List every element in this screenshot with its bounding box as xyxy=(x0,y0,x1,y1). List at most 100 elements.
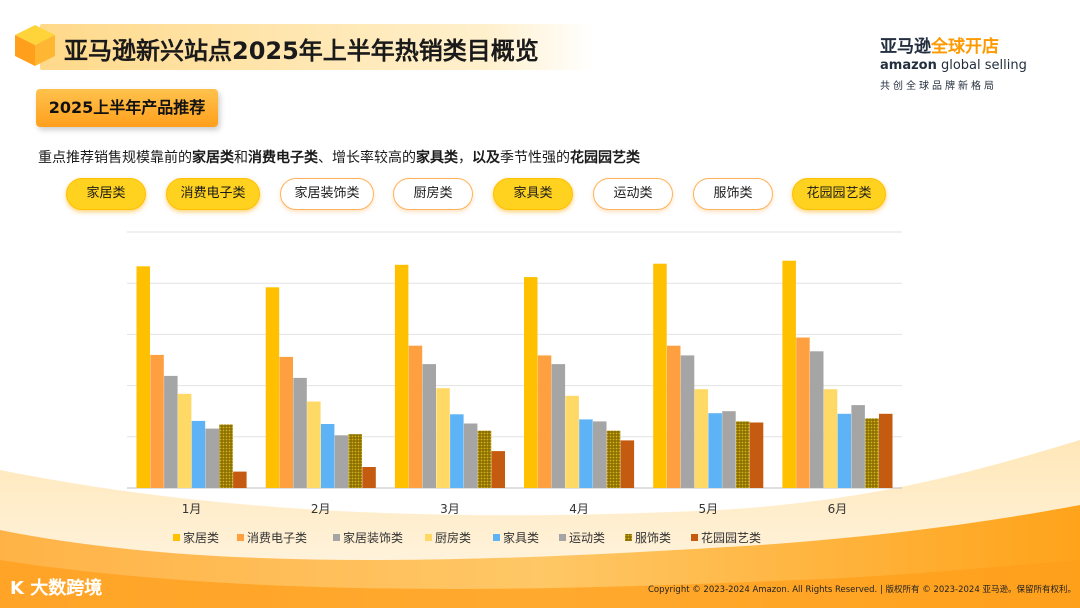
legend-label: 厨房类 xyxy=(435,530,471,545)
bar xyxy=(205,428,219,488)
bar xyxy=(620,440,635,488)
pill-electronics[interactable]: 消费电子类 xyxy=(166,178,260,210)
legend-label: 家居类 xyxy=(183,530,219,545)
desc-text-2: 和 xyxy=(234,150,248,166)
x-tick-label: 2月 xyxy=(311,502,331,516)
page-title: 亚马逊新兴站点2025年上半年热销类目概览 xyxy=(64,37,539,65)
bar xyxy=(177,393,192,488)
legend-swatch xyxy=(237,534,244,541)
pill-sports[interactable]: 运动类 xyxy=(593,178,673,210)
bar xyxy=(320,424,335,488)
bar xyxy=(219,424,233,488)
legend-label: 运动类 xyxy=(569,531,605,545)
legend-label: 家具类 xyxy=(503,530,539,545)
bar xyxy=(879,413,893,488)
desc-text-3: 、增长率较高的 xyxy=(318,150,416,166)
x-tick-label: 6月 xyxy=(828,502,848,516)
bar xyxy=(307,401,321,488)
legend-label: 家居装饰类 xyxy=(343,530,403,545)
bar xyxy=(477,430,492,488)
bar xyxy=(436,388,450,488)
bar xyxy=(667,345,681,488)
cube-icon xyxy=(15,25,55,66)
legend-label: 消费电子类 xyxy=(247,531,307,545)
legend-swatch xyxy=(691,534,698,541)
legend-swatch xyxy=(425,534,432,541)
desc-text-4: ， xyxy=(458,150,472,166)
legend-swatch xyxy=(173,534,180,541)
bar xyxy=(191,420,206,488)
desc-bold-2: 消费电子类 xyxy=(248,150,318,166)
bar xyxy=(810,351,824,488)
bar xyxy=(823,389,838,488)
footer-brand-text: 大数跨境 xyxy=(30,578,103,599)
bar xyxy=(606,430,621,488)
bar xyxy=(362,467,376,488)
pill-garden[interactable]: 花园园艺类 xyxy=(792,178,886,210)
pill-kitchen[interactable]: 厨房类 xyxy=(393,178,473,210)
bar xyxy=(565,395,579,488)
subtitle-box: 2025上半年产品推荐 xyxy=(36,89,218,127)
bar xyxy=(334,435,349,488)
bar xyxy=(136,266,150,488)
x-tick-label: 1月 xyxy=(182,502,202,516)
chart-gridlines xyxy=(127,231,902,489)
pill-furniture[interactable]: 家具类 xyxy=(493,178,573,210)
pill-home-decor[interactable]: 家居装饰类 xyxy=(280,178,374,210)
chart-bars xyxy=(136,260,893,488)
chart-legend: 家居类 消费电子类 家居装饰类 厨房类 家具类 运动类 服饰类 花园园艺类 xyxy=(173,530,761,545)
bar xyxy=(265,287,280,488)
bar xyxy=(782,260,796,488)
bar xyxy=(463,423,478,488)
bar xyxy=(653,263,667,488)
legend-swatch xyxy=(493,534,500,541)
logo-en-rest: global selling xyxy=(936,58,1027,73)
bar xyxy=(851,405,865,488)
desc-bold-3: 家具类 xyxy=(416,150,458,166)
bar xyxy=(579,419,593,488)
bar xyxy=(394,264,409,488)
bar xyxy=(708,413,722,488)
copyright: Copyright © 2023-2024 Amazon. All Rights… xyxy=(648,585,1076,595)
legend-swatch xyxy=(333,534,340,541)
bar xyxy=(796,337,810,488)
desc-bold-4: 以及 xyxy=(472,150,500,166)
pill-home[interactable]: 家居类 xyxy=(66,178,146,210)
bar xyxy=(150,354,164,488)
bar xyxy=(408,345,423,488)
logo-en: amazon global selling xyxy=(880,58,1040,73)
legend-swatch xyxy=(625,534,632,541)
bar xyxy=(293,377,307,488)
legend-label: 花园园艺类 xyxy=(701,530,761,545)
desc-text-1: 重点推荐销售规模靠前的 xyxy=(38,150,192,166)
desc-text-5: 季节性强的 xyxy=(500,150,570,166)
legend-swatch xyxy=(559,534,566,541)
bar xyxy=(537,355,552,488)
bar xyxy=(593,421,607,488)
logo-cn: 亚马逊全球开店 xyxy=(880,32,1040,57)
logo-slogan: 共创全球品牌新格局 xyxy=(880,81,997,92)
bar xyxy=(279,356,293,488)
logo-en-amazon: amazon xyxy=(880,58,937,73)
x-tick-label: 4月 xyxy=(569,502,589,516)
x-tick-label: 3月 xyxy=(440,502,460,516)
bar xyxy=(450,414,464,488)
bar xyxy=(680,355,695,488)
amazon-global-selling-logo: 亚马逊全球开店 amazon global selling 共创全球品牌新格局 xyxy=(880,32,1040,92)
bar xyxy=(837,413,852,488)
bar xyxy=(865,418,879,488)
pill-apparel[interactable]: 服饰类 xyxy=(693,178,773,210)
bar xyxy=(722,411,736,488)
description: 重点推荐销售规模靠前的家居类和消费电子类、增长率较高的家具类，以及季节性强的花园… xyxy=(38,147,640,167)
bar xyxy=(348,434,362,488)
footer-brand: K 大数跨境 xyxy=(10,574,102,600)
bar xyxy=(422,364,436,488)
bar xyxy=(164,375,178,488)
legend-label: 服饰类 xyxy=(635,531,671,545)
bar xyxy=(524,277,538,488)
desc-bold-1: 家居类 xyxy=(192,150,234,166)
bar xyxy=(694,389,709,488)
